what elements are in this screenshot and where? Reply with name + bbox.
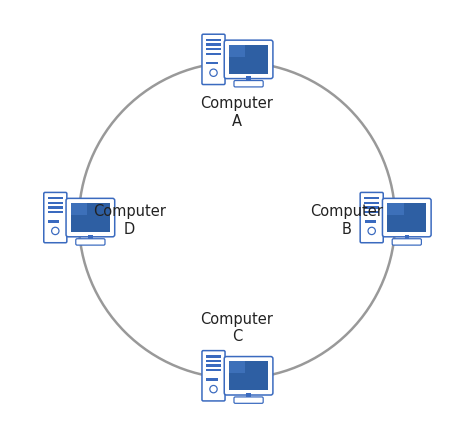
FancyBboxPatch shape bbox=[364, 197, 380, 199]
FancyBboxPatch shape bbox=[48, 220, 59, 222]
FancyBboxPatch shape bbox=[76, 239, 105, 245]
FancyBboxPatch shape bbox=[229, 45, 268, 74]
FancyBboxPatch shape bbox=[229, 45, 246, 57]
FancyBboxPatch shape bbox=[206, 53, 221, 55]
FancyBboxPatch shape bbox=[229, 361, 268, 390]
FancyBboxPatch shape bbox=[47, 211, 63, 213]
FancyBboxPatch shape bbox=[224, 356, 273, 395]
FancyBboxPatch shape bbox=[47, 197, 63, 199]
FancyBboxPatch shape bbox=[44, 192, 67, 243]
FancyBboxPatch shape bbox=[206, 378, 218, 381]
FancyBboxPatch shape bbox=[206, 360, 221, 362]
FancyBboxPatch shape bbox=[206, 44, 221, 46]
FancyBboxPatch shape bbox=[383, 198, 431, 237]
FancyBboxPatch shape bbox=[364, 211, 380, 213]
FancyBboxPatch shape bbox=[364, 202, 380, 204]
FancyBboxPatch shape bbox=[360, 192, 383, 243]
FancyBboxPatch shape bbox=[387, 203, 426, 232]
FancyBboxPatch shape bbox=[246, 77, 251, 82]
FancyBboxPatch shape bbox=[364, 206, 380, 209]
Circle shape bbox=[210, 385, 217, 393]
FancyBboxPatch shape bbox=[206, 369, 221, 371]
FancyBboxPatch shape bbox=[71, 203, 110, 232]
Text: Computer
D: Computer D bbox=[93, 204, 166, 236]
Circle shape bbox=[52, 227, 59, 235]
Text: Computer
B: Computer B bbox=[310, 204, 383, 236]
FancyBboxPatch shape bbox=[88, 235, 92, 240]
FancyBboxPatch shape bbox=[392, 239, 421, 245]
FancyBboxPatch shape bbox=[234, 81, 263, 87]
FancyBboxPatch shape bbox=[234, 397, 263, 403]
Text: Computer
C: Computer C bbox=[201, 312, 273, 344]
FancyBboxPatch shape bbox=[47, 206, 63, 209]
FancyBboxPatch shape bbox=[206, 48, 221, 50]
FancyBboxPatch shape bbox=[71, 203, 87, 215]
FancyBboxPatch shape bbox=[229, 361, 246, 373]
FancyBboxPatch shape bbox=[387, 203, 404, 215]
FancyBboxPatch shape bbox=[206, 364, 221, 367]
FancyBboxPatch shape bbox=[66, 198, 115, 237]
FancyBboxPatch shape bbox=[206, 62, 218, 65]
FancyBboxPatch shape bbox=[202, 34, 225, 85]
FancyBboxPatch shape bbox=[202, 351, 225, 401]
Text: Computer
A: Computer A bbox=[201, 97, 273, 129]
FancyBboxPatch shape bbox=[47, 202, 63, 204]
FancyBboxPatch shape bbox=[246, 393, 251, 398]
FancyBboxPatch shape bbox=[224, 40, 273, 79]
FancyBboxPatch shape bbox=[365, 220, 376, 222]
FancyBboxPatch shape bbox=[405, 235, 409, 240]
FancyBboxPatch shape bbox=[206, 39, 221, 41]
Circle shape bbox=[368, 227, 375, 235]
Circle shape bbox=[210, 69, 217, 77]
FancyBboxPatch shape bbox=[206, 356, 221, 358]
